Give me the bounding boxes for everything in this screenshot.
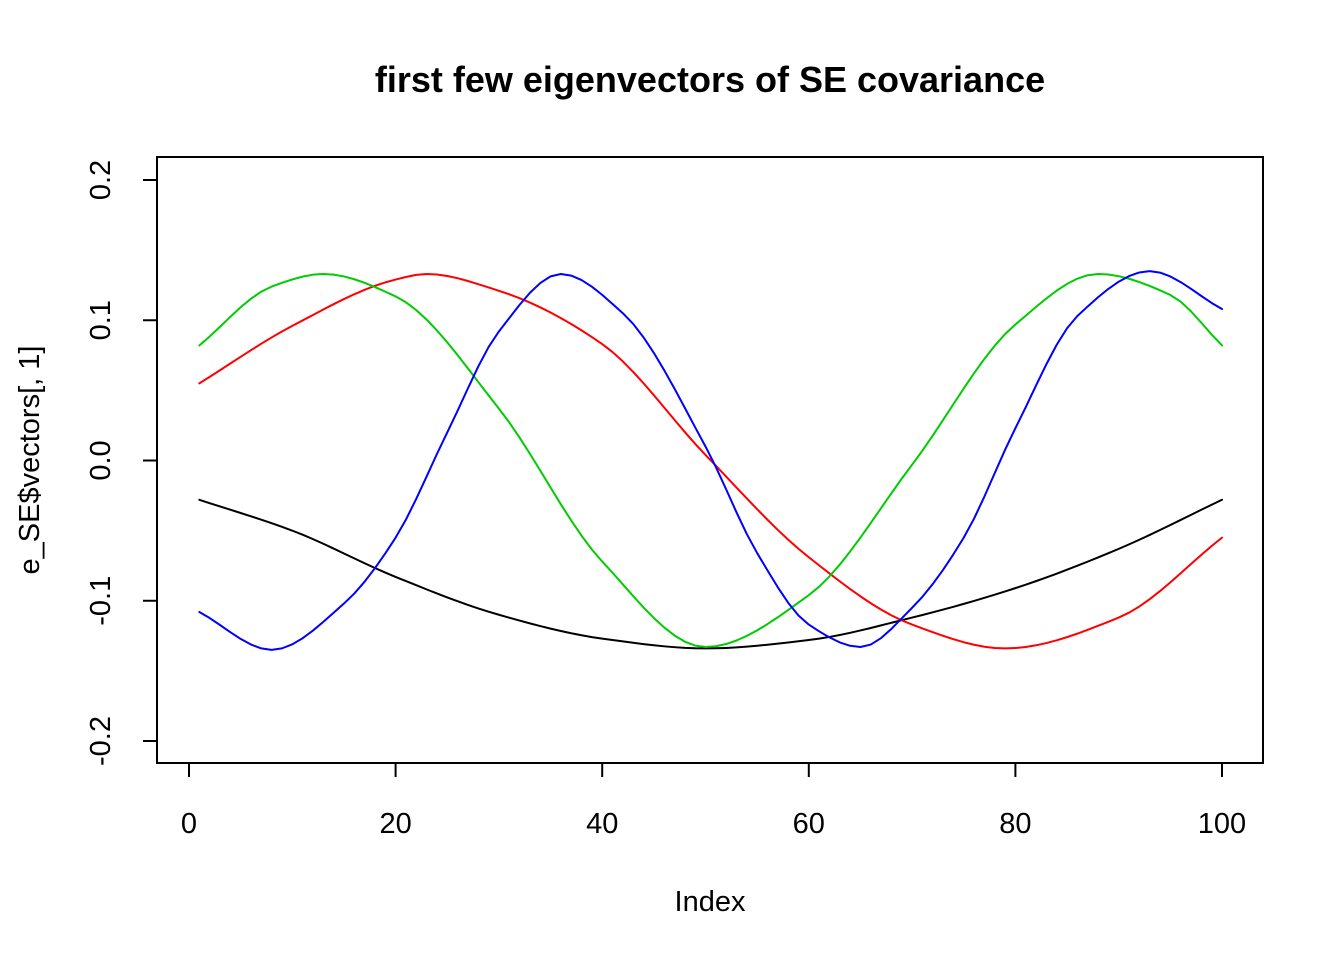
chart-title: first few eigenvectors of SE covariance: [375, 59, 1045, 100]
x-tick-label: 40: [586, 808, 618, 840]
series-line-2: [198, 272, 1223, 650]
y-tick-label: -0.2: [85, 716, 117, 766]
x-tick-label: 80: [999, 808, 1031, 840]
y-tick-label: 0.1: [85, 300, 117, 340]
y-axis-label: e_SE$vectors[, 1]: [14, 346, 46, 575]
series-line-4: [198, 270, 1223, 651]
x-tick-label: 60: [793, 808, 825, 840]
x-axis-label: Index: [675, 886, 746, 918]
y-tick-label: -0.1: [85, 576, 117, 626]
x-tick-label: 0: [181, 808, 197, 840]
x-axis: 0 20 40 60 80 100: [181, 762, 1246, 840]
x-tick-label: 100: [1198, 808, 1246, 840]
y-tick-label: 0.0: [85, 440, 117, 480]
x-tick-label: 20: [379, 808, 411, 840]
series-line-3: [198, 272, 1223, 649]
series-line-1: [198, 498, 1223, 650]
y-axis: -0.2 -0.1 0.0 0.1 0.2: [85, 160, 158, 766]
series-layer: [198, 270, 1223, 651]
y-tick-label: 0.2: [85, 160, 117, 200]
